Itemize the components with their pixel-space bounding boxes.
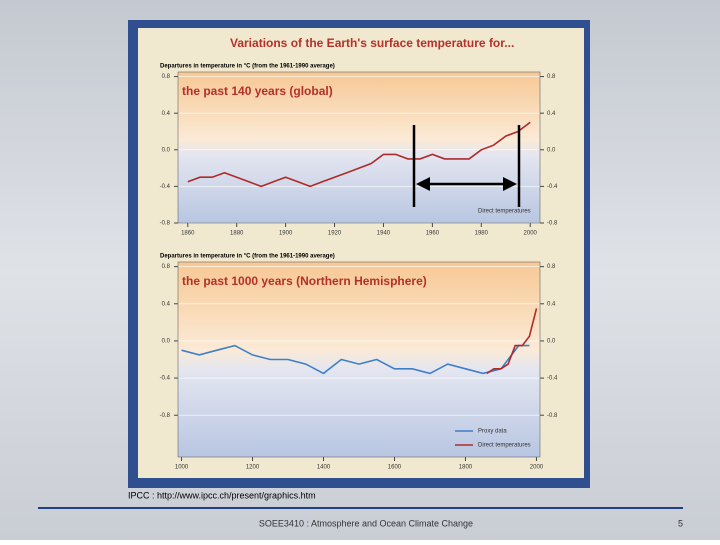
x-tick-label: 2000 (530, 465, 544, 471)
y-tick-label: -0.4 (160, 184, 171, 190)
footer: SOEE3410 : Atmosphere and Ocean Climate … (259, 518, 473, 528)
arrow (412, 125, 521, 207)
x-tick-label: 1900 (279, 231, 293, 237)
y-tick-label: 0.4 (547, 111, 556, 117)
y-axis-label: Departures in temperature in °C (from th… (160, 64, 335, 70)
plot-frame (177, 71, 541, 224)
x-tick-label: 1200 (246, 465, 260, 471)
y-tick-label: -0.8 (160, 413, 171, 419)
y-tick-label: -0.8 (547, 221, 558, 227)
y-tick-label: 0.8 (547, 74, 556, 80)
plot-frame (177, 261, 541, 458)
x-tick-label: 1600 (388, 465, 402, 471)
source: IPCC : http://www.ipcc.ch/present/graphi… (128, 490, 316, 500)
y-tick-label: 0.0 (547, 339, 556, 345)
legend-label: Proxy data (478, 429, 507, 435)
x-tick-label: 1920 (328, 231, 342, 237)
y-tick-label: -0.8 (547, 413, 558, 419)
series-line (181, 344, 530, 375)
y-tick-label: 0.0 (162, 339, 171, 345)
y-tick-label: 0.0 (162, 147, 171, 153)
y-tick-label: -0.8 (160, 221, 171, 227)
y-tick-label: -0.4 (547, 376, 558, 382)
series-line (486, 308, 538, 375)
chart-subtitle: the past 140 years (global) (182, 84, 333, 98)
chart-subtitle: the past 1000 years (Northern Hemisphere… (182, 274, 427, 288)
legend-label: Direct temperatures (478, 443, 531, 449)
y-tick-label: 0.4 (162, 301, 171, 307)
y-tick-label: -0.4 (547, 184, 558, 190)
y-tick-label: 0.0 (547, 147, 556, 153)
x-tick-label: 1980 (475, 231, 489, 237)
x-tick-label: 1880 (230, 231, 244, 237)
x-tick-label: 1940 (377, 231, 391, 237)
x-tick-label: 1800 (459, 465, 473, 471)
x-tick-label: 1960 (426, 231, 440, 237)
plot-area (178, 262, 540, 457)
x-tick-label: 1400 (317, 465, 331, 471)
y-tick-label: 0.8 (162, 74, 171, 80)
x-tick-label: 2000 (524, 231, 538, 237)
x-tick-label: 1000 (175, 465, 189, 471)
y-tick-label: 0.4 (162, 111, 171, 117)
y-tick-label: -0.4 (160, 376, 171, 382)
y-tick-label: 0.4 (547, 301, 556, 307)
y-tick-label: 0.8 (162, 264, 171, 270)
y-tick-label: 0.8 (547, 264, 556, 270)
y-axis-label: Departures in temperature in °C (from th… (160, 254, 335, 260)
legend-label: Direct temperatures (478, 209, 531, 215)
plot-area (178, 72, 540, 223)
panel-title: Variations of the Earth's surface temper… (230, 36, 514, 50)
charts: Departures in temperature in °C (from th… (160, 64, 558, 471)
x-tick-label: 1860 (181, 231, 195, 237)
page-number: 5 (678, 518, 683, 528)
series-line (187, 121, 531, 188)
